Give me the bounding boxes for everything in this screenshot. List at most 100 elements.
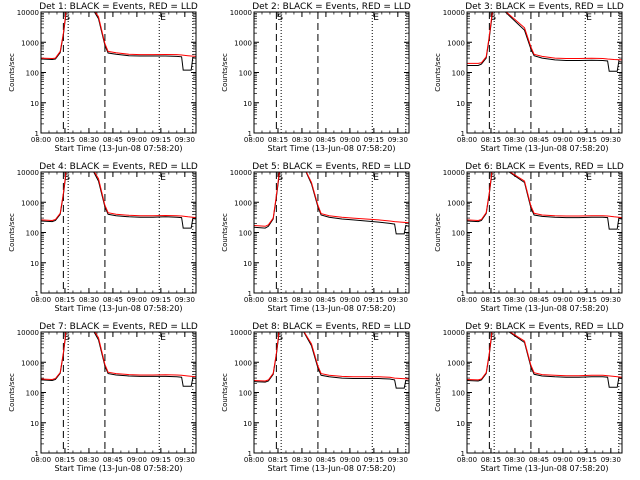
- x-tick-label: 08:00: [457, 456, 477, 464]
- x-tick-label: 08:15: [481, 456, 501, 464]
- x-tick-label: 08:15: [55, 136, 75, 144]
- x-tick-label: 08:45: [529, 296, 549, 304]
- x-tick-label: 09:15: [577, 296, 597, 304]
- x-tick-label: 09:00: [553, 456, 573, 464]
- x-tick-label: 08:30: [505, 296, 525, 304]
- panel-title: Det 8: BLACK = Events, RED = LLD: [252, 322, 411, 332]
- y-tick-label: 10: [30, 420, 39, 428]
- x-tick-label: 09:15: [151, 296, 171, 304]
- x-tick-label: 08:00: [457, 136, 477, 144]
- plot-frame: [40, 171, 197, 294]
- x-tick-label: 08:15: [268, 296, 288, 304]
- y-tick-label: 1000: [447, 199, 465, 207]
- x-tick-label: 08:15: [55, 296, 75, 304]
- y-tick-label: 10000: [17, 9, 39, 17]
- panel-title: Det 2: BLACK = Events, RED = LLD: [252, 2, 411, 12]
- x-tick-label: 09:15: [364, 456, 384, 464]
- y-tick-label: 100: [239, 390, 252, 398]
- x-tick-label: 08:45: [316, 456, 336, 464]
- x-tick-label: 09:30: [175, 456, 195, 464]
- x-tick-label: 08:00: [457, 296, 477, 304]
- x-axis-label: Start Time (13-Jun-08 07:58:20): [481, 304, 609, 313]
- x-tick-label: 09:00: [340, 296, 360, 304]
- panel-det-9: Det 9: BLACK = Events, RED = LLD 1 10 100 10…: [434, 322, 624, 473]
- x-tick-label: 09:15: [364, 136, 384, 144]
- plot-frame: [466, 11, 623, 134]
- y-axis-label: Counts/sec: [434, 53, 442, 92]
- marker-label-s: S: [490, 13, 496, 23]
- panel-title: Det 9: BLACK = Events, RED = LLD: [465, 322, 624, 332]
- panel-det-6: Det 6: BLACK = Events, RED = LLD 1 10 100 10…: [434, 162, 624, 313]
- x-tick-label: 08:30: [79, 296, 99, 304]
- panel-det-5: Det 5: BLACK = Events, RED = LLD 1 10 100 10…: [221, 162, 411, 313]
- y-tick-label: 100: [452, 70, 465, 78]
- y-tick-label: 100: [239, 230, 252, 238]
- marker-label-s: S: [64, 13, 70, 23]
- y-tick-label: 10: [243, 100, 252, 108]
- y-axis-label: Counts/sec: [221, 213, 229, 252]
- x-tick-label: 09:00: [127, 296, 147, 304]
- y-tick-label: 10000: [443, 9, 465, 17]
- plot-frame: [40, 331, 197, 454]
- panel-title: Det 5: BLACK = Events, RED = LLD: [252, 162, 411, 172]
- x-tick-label: 09:00: [340, 456, 360, 464]
- y-tick-label: 1000: [447, 359, 465, 367]
- y-axis-label: Counts/sec: [221, 373, 229, 412]
- marker-label-e: E: [373, 333, 379, 343]
- marker-label-s: S: [490, 173, 496, 183]
- x-tick-label: 08:00: [31, 296, 51, 304]
- plot-frame: [253, 11, 410, 134]
- y-tick-label: 1000: [234, 359, 252, 367]
- x-tick-label: 09:30: [388, 456, 408, 464]
- x-tick-label: 08:15: [481, 296, 501, 304]
- plot-frame: [40, 11, 197, 134]
- x-tick-label: 09:00: [340, 136, 360, 144]
- marker-label-e: E: [373, 173, 379, 183]
- x-tick-label: 08:30: [79, 136, 99, 144]
- x-tick-label: 08:15: [481, 136, 501, 144]
- y-tick-label: 10000: [17, 329, 39, 337]
- y-tick-label: 10000: [230, 169, 252, 177]
- panel-det-3: Det 3: BLACK = Events, RED = LLD 1 10 100 10…: [434, 2, 624, 153]
- y-tick-label: 100: [26, 70, 39, 78]
- marker-label-s: S: [64, 333, 70, 343]
- y-tick-label: 1000: [21, 359, 39, 367]
- y-tick-label: 100: [26, 230, 39, 238]
- series-lld-line: [41, 12, 196, 60]
- x-tick-label: 09:30: [175, 136, 195, 144]
- marker-label-e: E: [160, 13, 166, 23]
- x-tick-label: 09:00: [553, 136, 573, 144]
- x-axis-label: Start Time (13-Jun-08 07:58:20): [55, 144, 183, 153]
- marker-label-e: E: [586, 173, 592, 183]
- panel-det-2: Det 2: BLACK = Events, RED = LLD 1 10 100 10…: [221, 2, 411, 153]
- x-tick-label: 08:15: [55, 456, 75, 464]
- y-tick-label: 1: [248, 450, 252, 458]
- y-tick-label: 10000: [230, 329, 252, 337]
- x-tick-label: 08:45: [103, 456, 123, 464]
- x-tick-label: 09:00: [127, 136, 147, 144]
- y-tick-label: 10: [243, 260, 252, 268]
- marker-label-e: E: [160, 333, 166, 343]
- plot-frame: [466, 171, 623, 294]
- series-lld-line: [254, 172, 409, 227]
- x-axis-label: Start Time (13-Jun-08 07:58:20): [481, 464, 609, 473]
- x-tick-label: 09:30: [601, 456, 621, 464]
- panel-title: Det 4: BLACK = Events, RED = LLD: [39, 162, 198, 172]
- x-axis-label: Start Time (13-Jun-08 07:58:20): [268, 464, 396, 473]
- panel-det-4: Det 4: BLACK = Events, RED = LLD 1 10 100 10…: [8, 162, 198, 313]
- x-axis-label: Start Time (13-Jun-08 07:58:20): [268, 304, 396, 313]
- x-tick-label: 09:30: [388, 296, 408, 304]
- series-lld-line: [467, 172, 622, 222]
- series-lld-line: [41, 172, 196, 222]
- x-axis-label: Start Time (13-Jun-08 07:58:20): [481, 144, 609, 153]
- y-tick-label: 1000: [234, 199, 252, 207]
- plot-frame: [466, 331, 623, 454]
- y-tick-label: 1: [35, 450, 39, 458]
- x-tick-label: 09:30: [601, 296, 621, 304]
- y-tick-label: 1000: [21, 199, 39, 207]
- y-axis-label: Counts/sec: [434, 213, 442, 252]
- x-tick-label: 08:45: [529, 136, 549, 144]
- x-tick-label: 08:45: [103, 296, 123, 304]
- y-axis-label: Counts/sec: [434, 373, 442, 412]
- marker-label-s: S: [490, 333, 496, 343]
